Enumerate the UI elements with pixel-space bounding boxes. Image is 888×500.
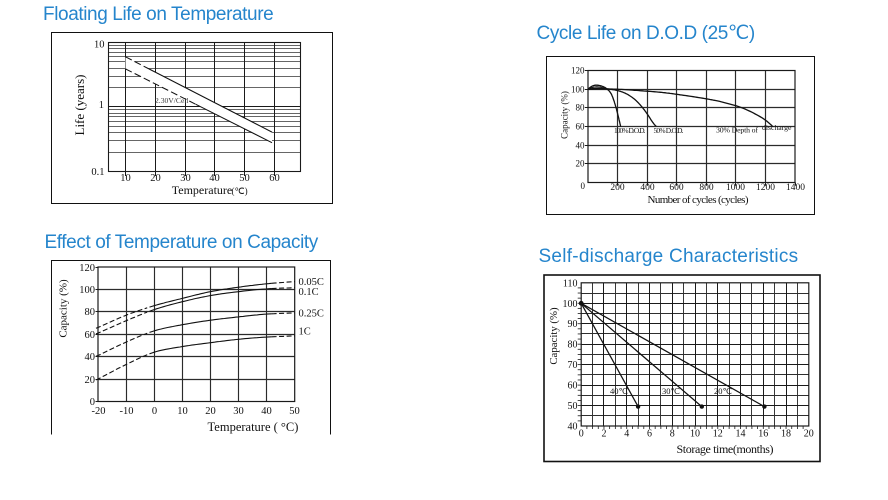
svg-text:0: 0	[152, 406, 157, 417]
svg-text:30: 30	[233, 406, 244, 417]
svg-text:400: 400	[640, 183, 655, 193]
svg-text:30% Depth of: 30% Depth of	[716, 126, 758, 135]
svg-text:100% D.O.D.: 100% D.O.D.	[614, 126, 646, 135]
svg-text:20: 20	[804, 429, 814, 440]
svg-text:6: 6	[647, 429, 652, 440]
svg-text:1200: 1200	[756, 183, 775, 193]
svg-text:14: 14	[736, 429, 746, 440]
svg-text:0.05C: 0.05C	[299, 277, 324, 288]
svg-text:8: 8	[670, 429, 675, 440]
svg-text:0: 0	[90, 397, 95, 408]
svg-text:80: 80	[85, 307, 96, 318]
svg-text:18: 18	[781, 429, 791, 440]
svg-text:20℃: 20℃	[714, 386, 733, 396]
svg-text:0.1C: 0.1C	[299, 287, 319, 298]
svg-text:90: 90	[568, 319, 578, 330]
svg-text:Storage time(months): Storage time(months)	[677, 442, 774, 456]
svg-text:Temperature: Temperature	[172, 183, 232, 197]
svg-text:110: 110	[563, 278, 578, 289]
svg-text:20: 20	[576, 159, 586, 169]
svg-text:1: 1	[99, 100, 104, 111]
svg-text:12: 12	[713, 429, 723, 440]
svg-text:60: 60	[269, 173, 280, 184]
svg-text:80: 80	[568, 340, 578, 351]
svg-text:600: 600	[669, 183, 684, 193]
svg-text:10: 10	[120, 173, 131, 184]
svg-text:70: 70	[568, 360, 578, 371]
svg-text:20: 20	[150, 173, 161, 184]
svg-text:40: 40	[576, 141, 586, 151]
svg-text:10: 10	[94, 40, 105, 51]
svg-text:50: 50	[289, 406, 300, 417]
svg-text:30℃: 30℃	[662, 386, 681, 396]
svg-text:60: 60	[85, 330, 96, 341]
svg-text:100: 100	[571, 85, 585, 95]
svg-text:20: 20	[205, 406, 216, 417]
svg-text:30: 30	[180, 173, 191, 184]
svg-text:Capacity (%): Capacity (%)	[58, 279, 70, 338]
svg-text:Temperature ( °C): Temperature ( °C)	[208, 420, 299, 434]
svg-text:0.25C: 0.25C	[299, 309, 324, 320]
svg-text:-10: -10	[120, 406, 134, 417]
svg-text:50: 50	[568, 401, 578, 412]
svg-text:16: 16	[758, 429, 768, 440]
svg-text:200: 200	[610, 183, 625, 193]
svg-text:Number of cycles (cycles): Number of cycles (cycles)	[648, 194, 749, 206]
svg-text:120: 120	[571, 66, 585, 76]
svg-text:40℃: 40℃	[610, 386, 629, 396]
svg-text:(℃): (℃)	[232, 186, 248, 196]
svg-text:40: 40	[85, 352, 96, 363]
svg-text:40: 40	[568, 422, 578, 433]
svg-text:100: 100	[79, 285, 95, 296]
svg-text:60: 60	[576, 122, 586, 132]
svg-text:0: 0	[581, 181, 586, 191]
svg-text:0: 0	[579, 429, 584, 440]
svg-text:1400: 1400	[786, 183, 805, 193]
svg-text:40: 40	[261, 406, 272, 417]
svg-text:10: 10	[177, 406, 188, 417]
svg-text:2: 2	[602, 429, 607, 440]
svg-text:60: 60	[568, 381, 578, 392]
svg-text:100: 100	[563, 299, 578, 310]
svg-text:50: 50	[239, 173, 250, 184]
svg-text:1C: 1C	[299, 327, 311, 338]
svg-text:50% D.O.D.: 50% D.O.D.	[654, 126, 684, 135]
svg-text:Capacity (%): Capacity (%)	[548, 307, 560, 365]
svg-text:Capacity (%): Capacity (%)	[560, 91, 570, 139]
svg-text:-20: -20	[92, 406, 106, 417]
svg-text:4: 4	[624, 429, 629, 440]
svg-text:discharge: discharge	[762, 123, 792, 132]
svg-text:Life (years): Life (years)	[72, 75, 87, 136]
svg-text:20: 20	[85, 375, 96, 386]
svg-text:80: 80	[576, 103, 586, 113]
svg-text:120: 120	[79, 263, 95, 274]
svg-text:0.1: 0.1	[91, 167, 104, 178]
svg-text:10: 10	[690, 429, 700, 440]
svg-text:40: 40	[209, 173, 220, 184]
svg-text:2.30V/Cell: 2.30V/Cell	[155, 96, 189, 105]
svg-text:800: 800	[699, 183, 714, 193]
svg-text:1000: 1000	[726, 183, 745, 193]
